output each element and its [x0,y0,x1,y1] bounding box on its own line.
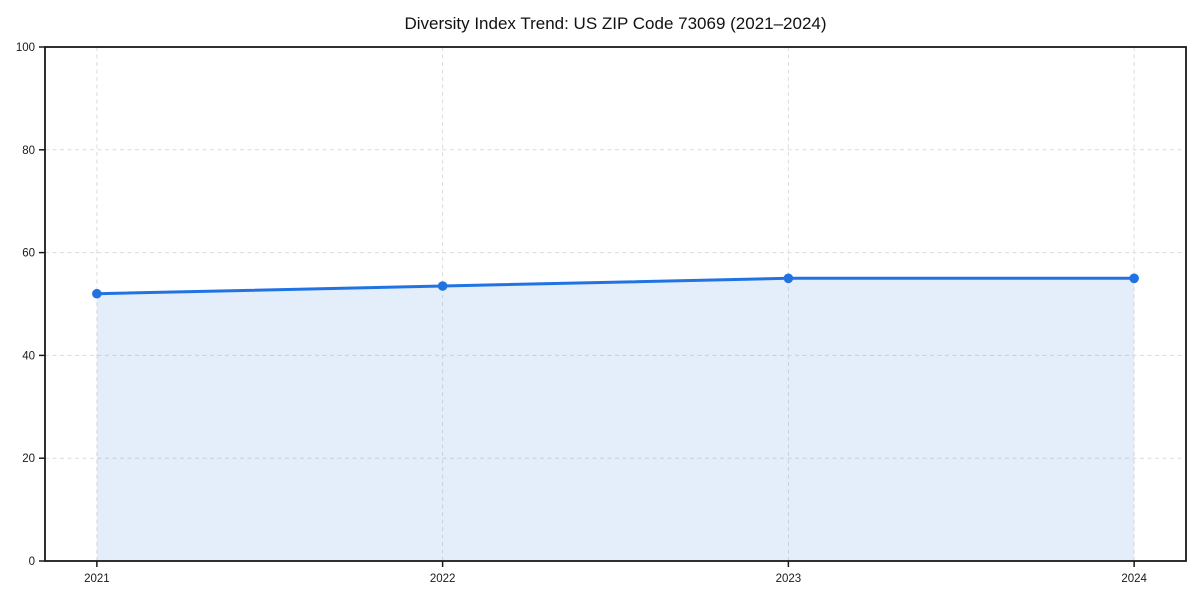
y-tick-label: 0 [29,556,35,568]
data-point-2021 [92,288,102,299]
y-tick-label: 20 [22,453,35,465]
x-tick-label: 2024 [1121,573,1147,585]
y-tick-label: 60 [22,248,35,260]
x-tick-label: 2023 [776,573,802,585]
y-tick-label: 40 [22,350,35,362]
x-tick-label: 2021 [84,573,110,585]
y-tick-label: 100 [16,42,35,54]
data-point-2024 [1129,273,1139,284]
axis-labels: 0 20 40 60 80 100 2021 2022 2023 2024 [16,42,1148,585]
trend-line [95,276,1136,296]
data-points [92,273,1139,299]
y-tick-label: 80 [22,145,35,157]
area-fill [96,278,1135,561]
data-point-2022 [437,281,448,291]
chart-title: Diversity Index Trend: US ZIP Code 73069… [404,14,827,33]
plot-border [44,46,1187,562]
data-point-2023 [783,273,794,284]
x-tick-label: 2022 [430,573,456,585]
axis-ticks [39,46,1135,567]
